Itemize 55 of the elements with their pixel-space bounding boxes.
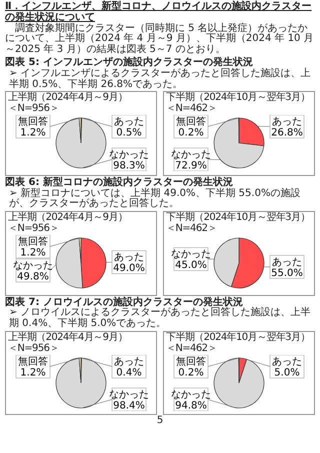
data-label: 0.4%: [116, 367, 142, 378]
slice-label: 無回答: [18, 115, 48, 128]
slice-label: 無回答: [18, 355, 48, 368]
chart-title: 上半期（2024年4月～9月）: [8, 212, 128, 224]
slice-label: 無回答: [18, 235, 48, 248]
chart-title: 下半期（2024年10月～翌年3月）: [166, 92, 311, 104]
data-label: 0.2%: [178, 127, 204, 138]
slice-label: なかった: [171, 149, 211, 160]
data-label: 0.5%: [116, 127, 142, 138]
data-label: 98.4%: [113, 400, 145, 412]
chart-subtitle: ＜N=956＞: [8, 103, 60, 115]
slice-label: なかった: [13, 260, 53, 272]
data-label: 0.2%: [178, 367, 204, 378]
slice-label: あった: [272, 116, 302, 128]
data-label: 26.8%: [271, 127, 303, 138]
data-label: 45.0%: [175, 260, 207, 271]
chart-title: 上半期（2024年4月～9月）: [8, 92, 128, 104]
text: 図表 6: 新型コロナの施設内クラスターの発生状況: [5, 176, 233, 188]
data-label: 49.0%: [113, 262, 145, 274]
data-label: 98.3%: [113, 160, 145, 172]
data-label: 72.9%: [175, 160, 207, 172]
chart-title: 下半期（2024年10月～翌年3月）: [166, 212, 311, 224]
chart-subtitle: ＜N=956＞: [8, 342, 60, 355]
text: 5: [156, 415, 164, 428]
data-label: 94.8%: [175, 400, 207, 412]
data-label: 1.2%: [20, 127, 46, 138]
slice-label: 無回答: [176, 115, 206, 128]
data-label: 55.0%: [271, 268, 303, 279]
text: 調査対象期間にクラスター（同時期に 5 名以上発症）があったかについて、上半期（2024 年 4 月～9 月）、下半期（2024 年 10 月～2025 年 3 月）の結果は図表 5～7 のとおり。: [5, 22, 315, 56]
chart-subtitle: ＜N=462＞: [166, 103, 218, 115]
slice-label: あった: [114, 252, 144, 263]
text: 図表 7: ノロウイルスの施設内クラスターの発生状況: [5, 296, 243, 308]
chart-title: 下半期（2024年10月～翌年3月）: [166, 332, 311, 344]
slice-label: なかった: [171, 248, 211, 260]
slice-label: 無回答: [176, 355, 206, 368]
slice-label: あった: [114, 116, 144, 128]
text: ➢ インフルエンザによるクラスターがあったと回答した施設は、上半期 0.5%、下半期 26.8%であった。: [8, 68, 312, 90]
data-label: 1.2%: [20, 247, 46, 258]
slice-label: なかった: [109, 149, 149, 160]
chart-title: 上半期（2024年4月～9月）: [8, 332, 128, 344]
chart-subtitle: ＜N=956＞: [8, 222, 60, 235]
slice-label: なかった: [171, 389, 211, 400]
data-label: 1.2%: [20, 367, 46, 378]
data-label: 49.8%: [17, 271, 49, 282]
text: Ⅱ．インフルエンザ、新型コロナ、ノロウイルスの施設内クラスターの発生状況について: [5, 1, 313, 23]
slice-label: あった: [272, 356, 302, 368]
chart-subtitle: ＜N=462＞: [166, 222, 218, 235]
data-label: 5.0%: [274, 367, 300, 378]
text: 図表 5: インフルエンザの施設内クラスターの発生状況: [5, 56, 254, 68]
slice-label: あった: [114, 356, 144, 368]
text: ➢ 新型コロナについては、上半期 49.0%、下半期 55.0%の施設が、クラスターがあったと回答した。: [8, 188, 302, 210]
slice-label: なかった: [109, 389, 149, 400]
text: ➢ ノロウイルスによるクラスターがあったと回答した施設は、上半期 0.4%、下半期 5.0%であった。: [8, 307, 312, 330]
chart-subtitle: ＜N=462＞: [166, 342, 218, 355]
slice-label: あった: [272, 256, 302, 268]
